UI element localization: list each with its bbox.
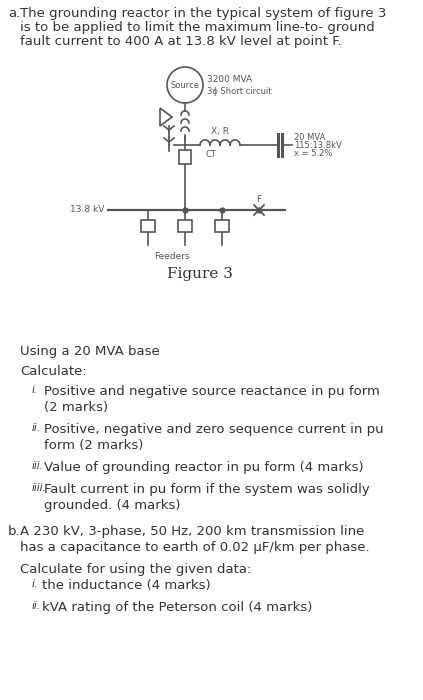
Text: Source: Source [170,80,200,90]
Text: ii.: ii. [32,601,41,611]
Text: F: F [256,195,261,204]
Text: ii.: ii. [32,423,41,433]
Text: Positive and negative source reactance in pu form: Positive and negative source reactance i… [44,385,380,398]
Text: fault current to 400 A at 13.8 kV level at point F.: fault current to 400 A at 13.8 kV level … [20,35,342,48]
Text: Figure 3: Figure 3 [167,267,233,281]
Text: Positive, negative and zero sequence current in pu: Positive, negative and zero sequence cur… [44,423,384,436]
Text: 3ϕ Short circuit: 3ϕ Short circuit [207,87,272,95]
Text: iii.: iii. [32,461,44,471]
Text: A 230 kV, 3-phase, 50 Hz, 200 km transmission line: A 230 kV, 3-phase, 50 Hz, 200 km transmi… [20,525,364,538]
Text: a.: a. [8,7,20,20]
Text: Value of grounding reactor in pu form (4 marks): Value of grounding reactor in pu form (4… [44,461,364,474]
Text: has a capacitance to earth of 0.02 μF/km per phase.: has a capacitance to earth of 0.02 μF/km… [20,541,370,554]
Text: Feeders: Feeders [154,252,190,261]
Text: iiii.: iiii. [32,483,47,493]
Text: X, R: X, R [211,127,229,136]
Text: Fault current in pu form if the system was solidly: Fault current in pu form if the system w… [44,483,370,496]
Text: The grounding reactor in the typical system of figure 3: The grounding reactor in the typical sys… [20,7,386,20]
Text: i.: i. [32,579,38,589]
Text: 115:13.8kV: 115:13.8kV [294,141,342,150]
Text: 13.8 kV: 13.8 kV [70,204,104,214]
Text: (2 marks): (2 marks) [44,401,108,414]
Bar [179,150,191,164]
Text: the inductance (4 marks): the inductance (4 marks) [42,579,211,592]
Bar [178,220,192,232]
Text: Calculate for using the given data:: Calculate for using the given data: [20,563,251,576]
Text: CT: CT [205,150,216,159]
Text: grounded. (4 marks): grounded. (4 marks) [44,499,181,512]
Bar [141,220,155,232]
Text: Using a 20 MVA base: Using a 20 MVA base [20,345,160,358]
Bar [215,220,229,232]
Text: form (2 marks): form (2 marks) [44,439,143,452]
Text: b.: b. [8,525,21,538]
Text: kVA rating of the Peterson coil (4 marks): kVA rating of the Peterson coil (4 marks… [42,601,312,614]
Text: i.: i. [32,385,38,395]
Text: Calculate:: Calculate: [20,365,87,378]
Text: is to be applied to limit the maximum line-to- ground: is to be applied to limit the maximum li… [20,21,375,34]
Text: x = 5.2%: x = 5.2% [294,148,332,158]
Text: 3200 MVA: 3200 MVA [207,76,252,85]
Text: 20 MVA: 20 MVA [294,132,325,141]
